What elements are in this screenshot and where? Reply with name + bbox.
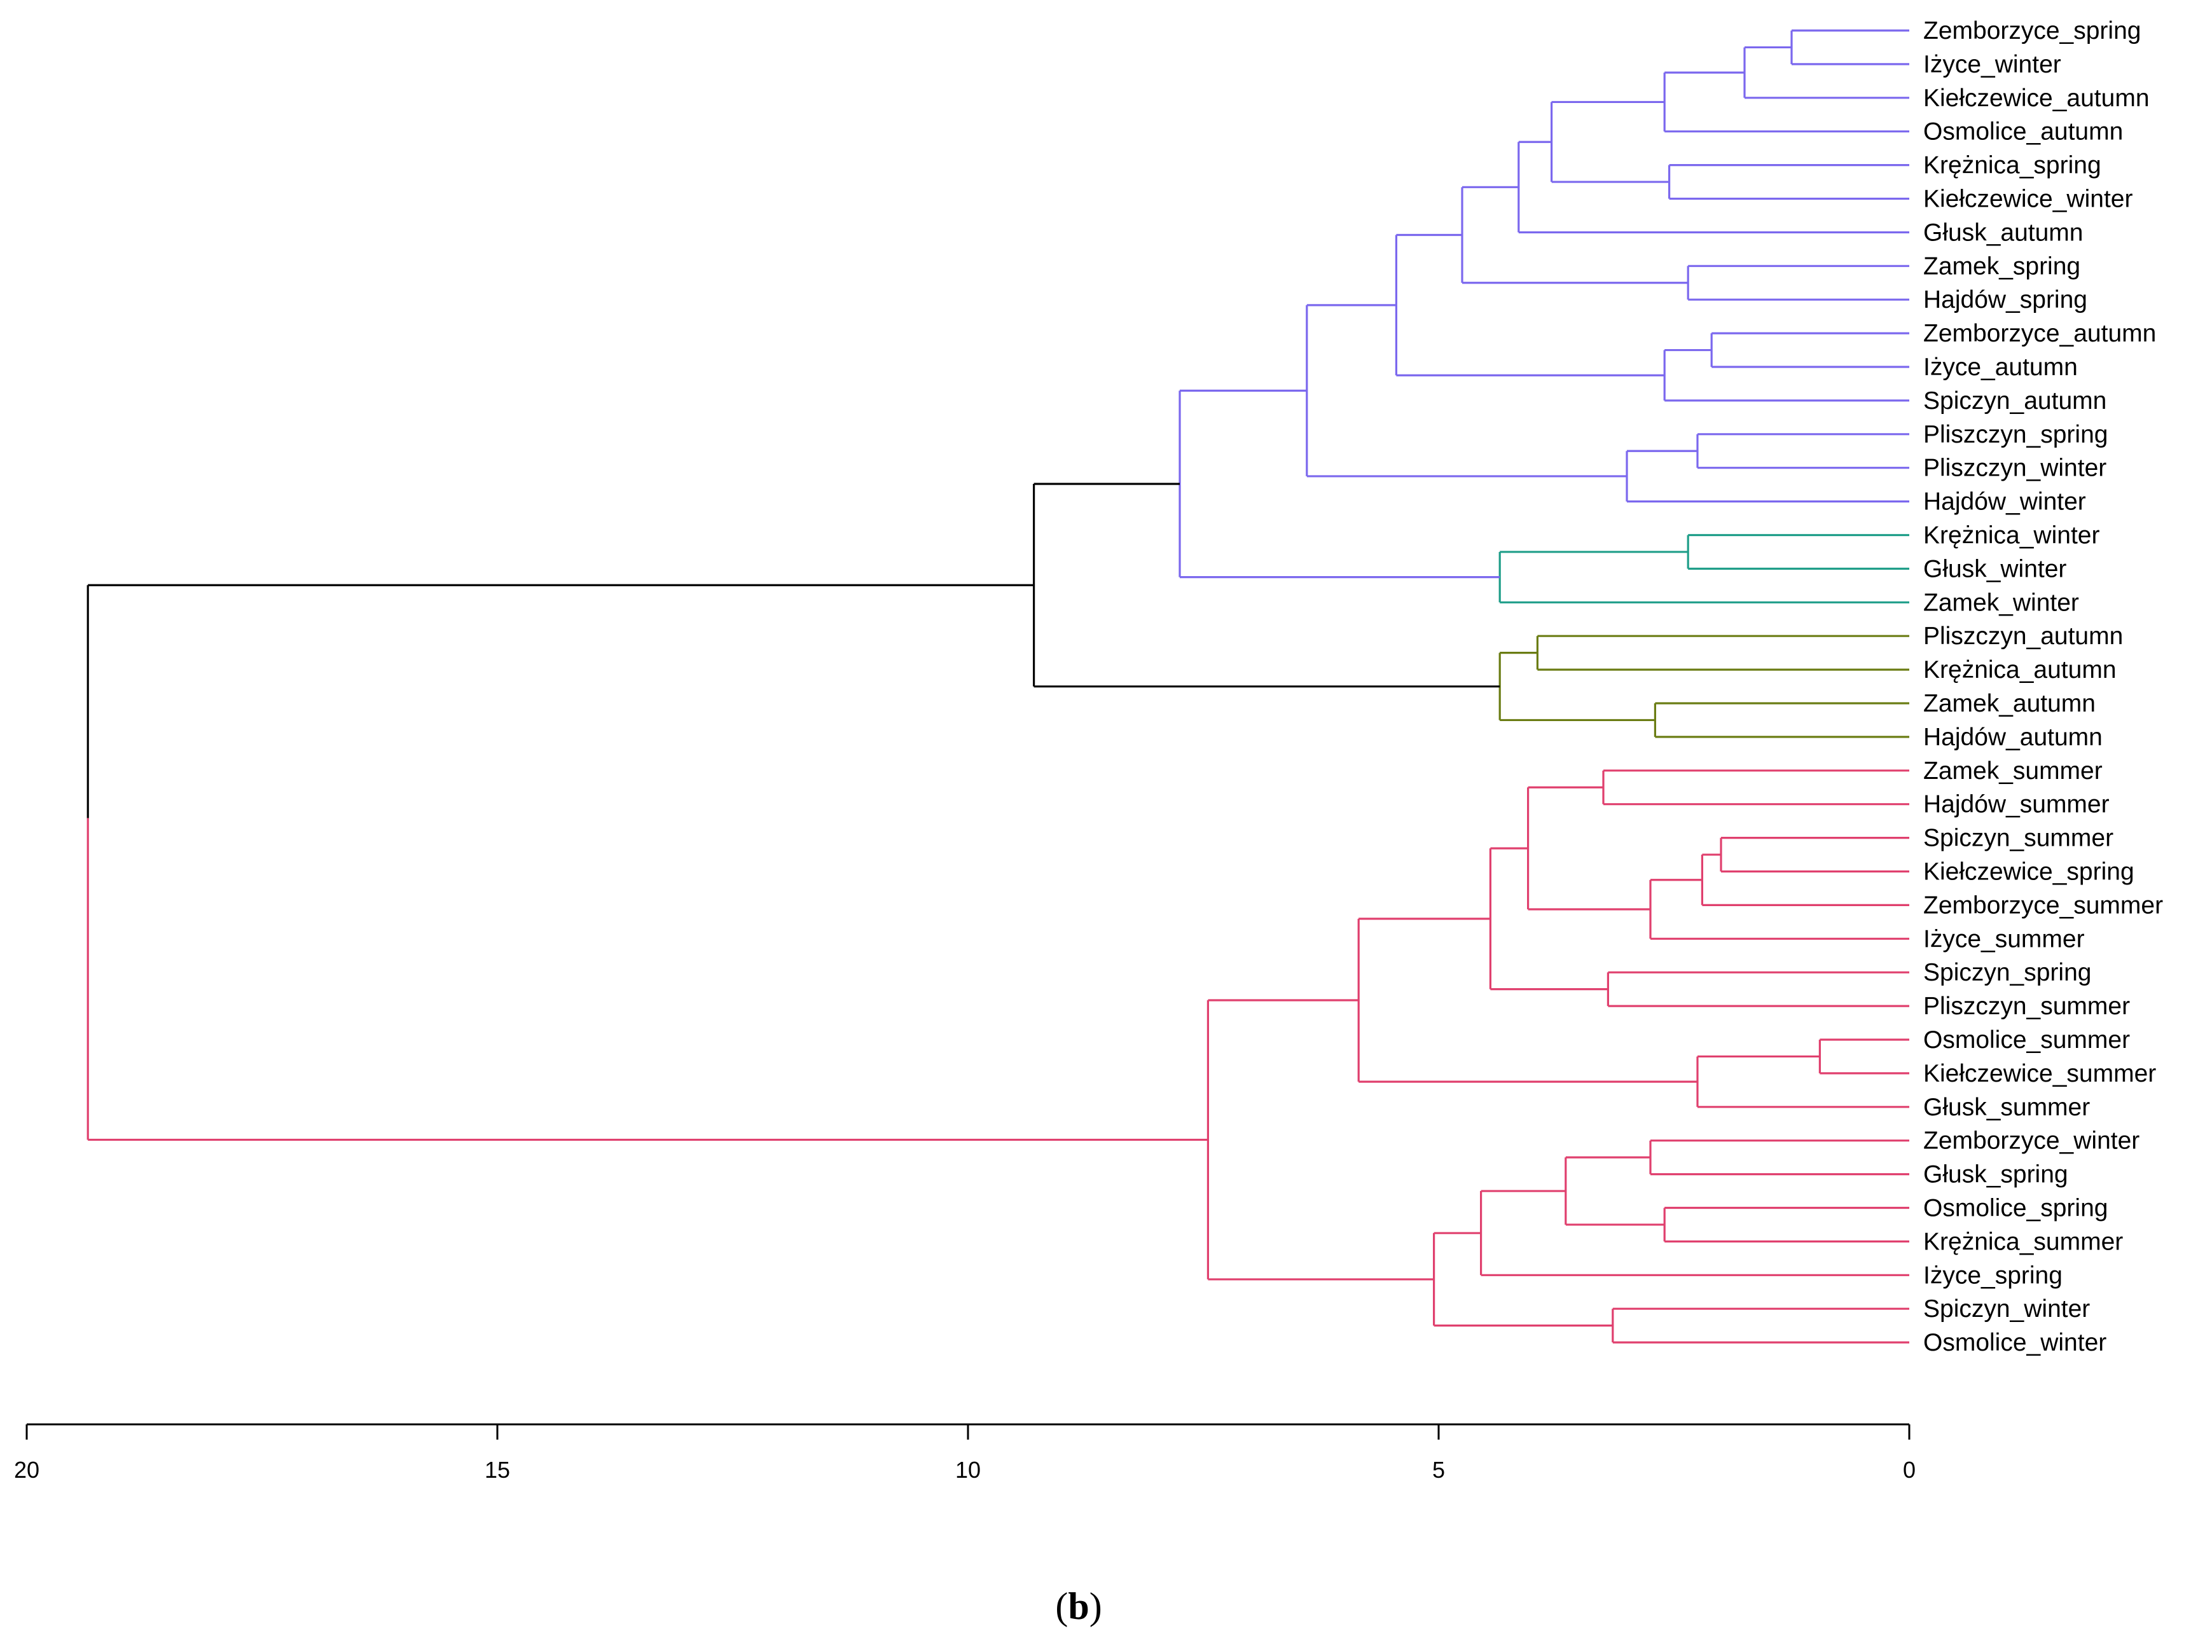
leaf-label: Głusk_summer [1923, 1094, 2090, 1121]
leaf-label: Zemborzyce_winter [1923, 1127, 2139, 1155]
dendrogram-link [1696, 433, 1909, 469]
leaf-label: Osmolice_autumn [1923, 118, 2123, 146]
dendrogram-link [1663, 348, 1909, 402]
panel-label-letter: b [1068, 1585, 1089, 1627]
leaf-label: Osmolice_summer [1923, 1026, 2130, 1054]
panel-label-close: ) [1089, 1585, 1102, 1627]
leaf-label: Pliszczyn_spring [1923, 421, 2108, 448]
dendrogram-link [1701, 853, 1909, 907]
x-tick-label: 10 [955, 1457, 981, 1483]
leaf-label: Kiełczewice_winter [1923, 186, 2133, 213]
leaf-label: Osmolice_winter [1923, 1329, 2106, 1356]
dendrogram-link [1527, 786, 1650, 911]
leaf-label: Pliszczyn_summer [1923, 993, 2130, 1020]
dendrogram-link [1032, 483, 1500, 688]
leaf-label: Zemborzyce_summer [1923, 891, 2163, 919]
dendrogram-link [1687, 265, 1909, 301]
dendrogram-link [1612, 1307, 1909, 1344]
dendrogram-link [1489, 847, 1608, 991]
leaf-label: Zemborzyce_spring [1923, 17, 2141, 45]
dendrogram-link [1818, 1038, 1909, 1075]
leaf-label: Kiełczewice_spring [1923, 858, 2134, 886]
leaf-label: Zemborzyce_autumn [1923, 320, 2156, 347]
leaf-label: Spiczyn_summer [1923, 825, 2113, 852]
dendrogram-link [1602, 769, 1909, 806]
dendrogram-link [1687, 533, 1909, 570]
leaf-label: Spiczyn_spring [1923, 959, 2091, 986]
dendrogram-link [1696, 1055, 1909, 1108]
leaf-label: Osmolice_spring [1923, 1195, 2108, 1222]
leaf-label: Kiełczewice_summer [1923, 1060, 2156, 1087]
leaf-label: Iżyce_winter [1923, 51, 2061, 78]
dendrogram-link [1395, 233, 1665, 376]
panel-label-open: ( [1055, 1585, 1068, 1627]
dendrogram-link [1461, 186, 1689, 284]
dendrogram-link [1306, 304, 1627, 478]
x-axis-ticks: 20 15 10 5 0 [14, 1424, 1916, 1483]
leaf-label: Głusk_winter [1923, 555, 2066, 582]
leaf-label: Głusk_spring [1923, 1161, 2068, 1188]
dendrogram-link [1743, 46, 1909, 99]
leaf-label: Zamek_summer [1923, 757, 2103, 785]
dendrogram-link [1668, 164, 1909, 200]
x-tick-label: 15 [485, 1457, 510, 1483]
leaf-label: Spiczyn_autumn [1923, 387, 2106, 415]
dendrogram-link [1517, 141, 1909, 233]
dendrogram-link [1498, 551, 1909, 603]
leaf-label: Hajdów_winter [1923, 488, 2086, 516]
dendrogram-link [1626, 450, 1909, 503]
x-axis: 20 15 10 5 0 [14, 1423, 1916, 1483]
leaf-label: Pliszczyn_winter [1923, 455, 2106, 482]
x-tick-label: 20 [14, 1457, 39, 1483]
leaf-label: Zamek_spring [1923, 252, 2080, 280]
dendrogram-links [86, 29, 1909, 1344]
leaf-label: Hajdów_autumn [1923, 724, 2103, 751]
leaf-label: Krężnica_winter [1923, 522, 2099, 549]
leaf-label: Spiczyn_winter [1923, 1295, 2090, 1323]
dendrogram-link [1498, 652, 1656, 722]
dendrogram-link [1206, 999, 1434, 1281]
x-tick-label: 0 [1903, 1457, 1916, 1483]
leaf-label: Krężnica_autumn [1923, 656, 2117, 684]
dendrogram-link [1649, 1139, 1909, 1176]
leaf-label: Kiełczewice_autumn [1923, 85, 2150, 112]
dendrogram-link [1720, 836, 1909, 873]
panel-label: (b) [1055, 1585, 1102, 1627]
dendrogram-link [1480, 1190, 1909, 1276]
dendrogram-link [1663, 71, 1909, 133]
dendrogram-link [1607, 971, 1909, 1007]
dendrogram-link [1790, 29, 1909, 65]
dendrogram-link [1536, 635, 1909, 671]
dendrogram-link [1663, 1206, 1909, 1243]
leaf-label: Pliszczyn_autumn [1923, 623, 2123, 650]
leaf-label: Zamek_winter [1923, 589, 2079, 616]
x-tick-label: 5 [1432, 1457, 1445, 1483]
leaf-labels: Zemborzyce_spring Iżyce_winter Kiełczewice… [1923, 17, 2163, 1356]
leaf-label: Iżyce_autumn [1923, 354, 2078, 381]
dendrogram-link [86, 584, 1208, 1141]
dendrogram-link [1357, 918, 1697, 1083]
dendrogram-link [1179, 389, 1500, 579]
leaf-label: Iżyce_summer [1923, 925, 2085, 953]
dendrogram-link [1710, 332, 1909, 368]
dendrogram-link [1433, 1232, 1613, 1327]
dendrogram-link [1551, 100, 1669, 183]
dendrogram-link [1654, 702, 1909, 738]
leaf-label: Krężnica_summer [1923, 1228, 2123, 1255]
leaf-label: Głusk_autumn [1923, 219, 2083, 246]
leaf-label: Hajdów_spring [1923, 286, 2087, 313]
leaf-label: Iżyce_spring [1923, 1262, 2063, 1289]
leaf-label: Hajdów_summer [1923, 791, 2110, 818]
leaf-label: Krężnica_spring [1923, 152, 2101, 179]
dendrogram-link [1649, 879, 1909, 940]
leaf-label: Zamek_autumn [1923, 690, 2096, 717]
